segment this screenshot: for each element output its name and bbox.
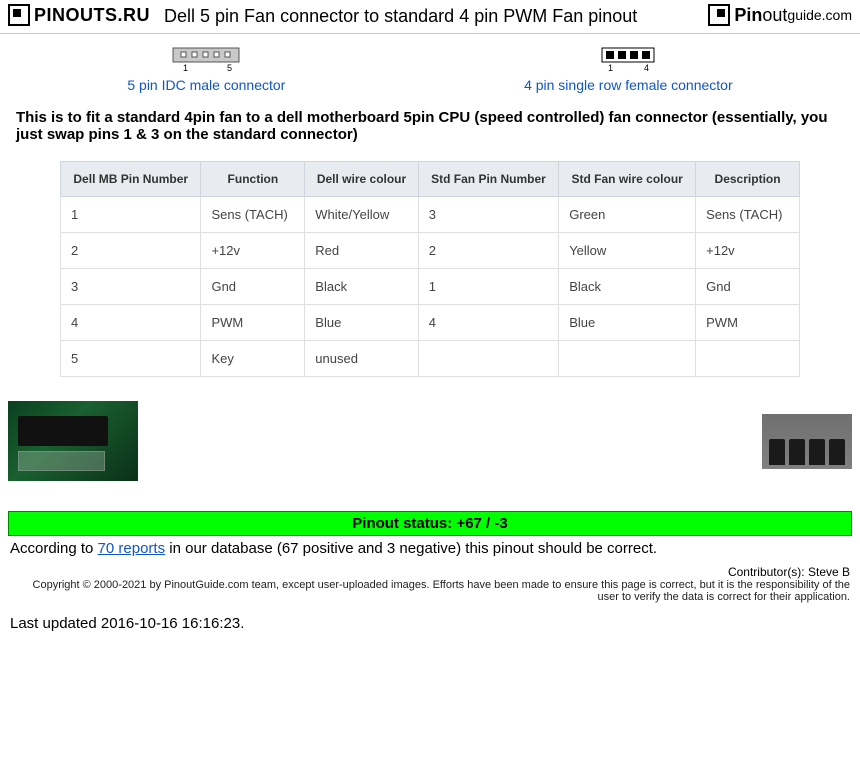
table-cell: PWM (201, 305, 305, 341)
connector-right: 1 4 4 pin single row female connector (524, 46, 733, 93)
logo-left-text: PINOUTS.RU (34, 5, 150, 26)
table-cell: Blue (305, 305, 418, 341)
table-cell (418, 341, 558, 377)
table-cell: Blue (559, 305, 696, 341)
table-cell: +12v (201, 233, 305, 269)
4pin-female-icon: 1 4 (600, 46, 656, 72)
table-cell: Sens (TACH) (201, 197, 305, 233)
table-cell (696, 341, 800, 377)
table-cell: 2 (418, 233, 558, 269)
col-dell-pin: Dell MB Pin Number (61, 162, 201, 197)
status-bar: Pinout status: +67 / -3 (8, 511, 852, 536)
table-cell (559, 341, 696, 377)
table-cell: unused (305, 341, 418, 377)
logo-right-pin: Pin (734, 5, 762, 26)
page-title: Dell 5 pin Fan connector to standard 4 p… (160, 4, 708, 29)
connector-diagrams: 1 5 5 pin IDC male connector 1 4 4 pin s… (0, 34, 860, 101)
svg-text:1: 1 (183, 63, 188, 72)
page-header: PINOUTS.RU Dell 5 pin Fan connector to s… (0, 0, 860, 34)
table-cell: 5 (61, 341, 201, 377)
table-cell: +12v (696, 233, 800, 269)
logo-pinouts-ru[interactable]: PINOUTS.RU (8, 4, 150, 26)
logo-icon (8, 4, 30, 26)
table-cell: PWM (696, 305, 800, 341)
connector-left-link[interactable]: 5 pin IDC male connector (127, 77, 285, 93)
svg-text:5: 5 (227, 63, 232, 72)
table-cell: Black (305, 269, 418, 305)
col-description: Description (696, 162, 800, 197)
logo-right-guide: guide.com (787, 7, 852, 23)
table-cell: 3 (61, 269, 201, 305)
table-cell: Yellow (559, 233, 696, 269)
logo-icon (708, 4, 730, 26)
table-cell: 1 (61, 197, 201, 233)
table-row: 4PWMBlue4BluePWM (61, 305, 800, 341)
logo-pinoutguide[interactable]: Pinoutguide.com (708, 4, 852, 26)
table-cell: Gnd (696, 269, 800, 305)
photo-std-connector (762, 414, 852, 469)
description-text: This is to fit a standard 4pin fan to a … (0, 101, 860, 151)
table-cell: Black (559, 269, 696, 305)
table-cell: 4 (418, 305, 558, 341)
reports-link[interactable]: 70 reports (98, 540, 166, 557)
logo-right-out: out (762, 5, 787, 26)
table-cell: Red (305, 233, 418, 269)
table-row: 3GndBlack1BlackGnd (61, 269, 800, 305)
table-cell: 2 (61, 233, 201, 269)
photo-row (0, 397, 860, 511)
table-row: 5Keyunused (61, 341, 800, 377)
contributor-text: Contributor(s): Steve B (0, 561, 860, 579)
status-suffix: in our database (67 positive and 3 negat… (165, 540, 657, 557)
idc-5pin-icon: 1 5 (171, 46, 241, 72)
table-cell: 4 (61, 305, 201, 341)
copyright-text: Copyright © 2000-2021 by PinoutGuide.com… (0, 579, 860, 611)
status-text: According to 70 reports in our database … (0, 536, 860, 561)
connector-left: 1 5 5 pin IDC male connector (127, 46, 285, 93)
table-cell: Gnd (201, 269, 305, 305)
table-cell: 3 (418, 197, 558, 233)
pinout-table: Dell MB Pin Number Function Dell wire co… (60, 161, 800, 377)
table-row: 1Sens (TACH)White/Yellow3GreenSens (TACH… (61, 197, 800, 233)
col-function: Function (201, 162, 305, 197)
status-prefix: According to (10, 540, 98, 557)
table-cell: 1 (418, 269, 558, 305)
col-std-pin: Std Fan Pin Number (418, 162, 558, 197)
connector-right-link[interactable]: 4 pin single row female connector (524, 77, 733, 93)
table-cell: Sens (TACH) (696, 197, 800, 233)
table-cell: White/Yellow (305, 197, 418, 233)
table-header-row: Dell MB Pin Number Function Dell wire co… (61, 162, 800, 197)
svg-text:1: 1 (608, 63, 613, 72)
table-cell: Green (559, 197, 696, 233)
photo-dell-connector (8, 401, 138, 481)
svg-text:4: 4 (644, 63, 649, 72)
col-dell-colour: Dell wire colour (305, 162, 418, 197)
col-std-colour: Std Fan wire colour (559, 162, 696, 197)
table-cell: Key (201, 341, 305, 377)
table-row: 2+12vRed2Yellow+12v (61, 233, 800, 269)
updated-text: Last updated 2016-10-16 16:16:23. (0, 611, 860, 636)
